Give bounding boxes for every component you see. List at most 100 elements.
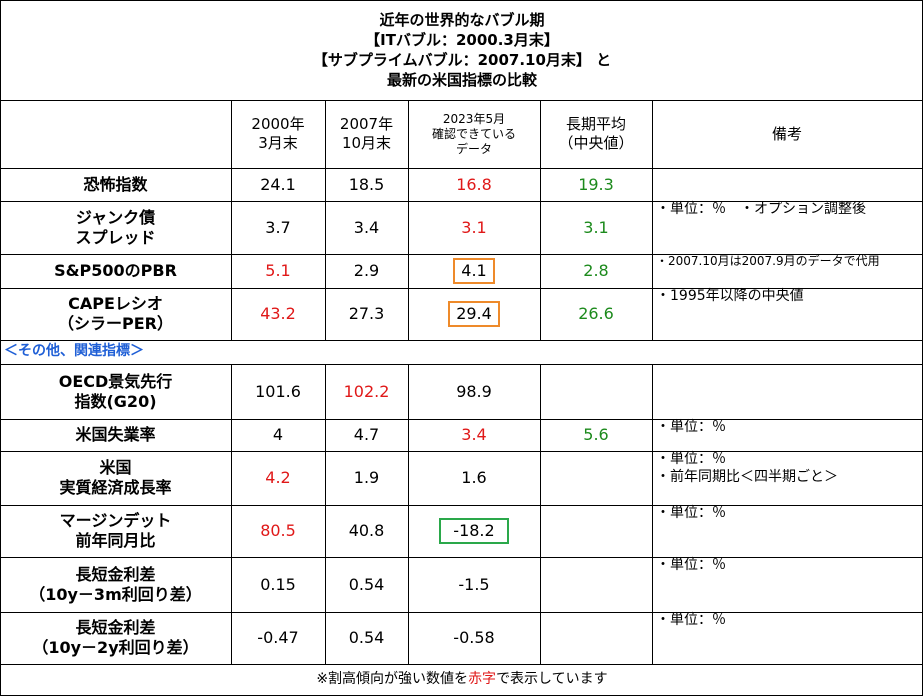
- value-v2023: 16.8: [456, 174, 492, 194]
- header-2007-line-1: 2007年: [339, 115, 394, 134]
- grid-vline: [652, 100, 653, 340]
- note-line: ・単位：％: [656, 612, 726, 628]
- cell-v2023: -18.2: [408, 505, 540, 557]
- cell-v2007: 2.9: [325, 254, 408, 288]
- table-title: 近年の世界的なバブル期 【ITバブル：2000.3月末】 【サブプライムバブル：…: [0, 0, 924, 100]
- cell-v2023: 98.9: [408, 364, 540, 419]
- row-label-line: 指数(G20): [74, 391, 157, 411]
- footer-highlight: 赤字: [468, 671, 497, 688]
- row-label-line: 前年同月比: [75, 531, 156, 550]
- title-line-1: 近年の世界的なバブル期: [379, 11, 545, 29]
- row-label-line: 米国失業率: [75, 425, 156, 444]
- cell-notes: ・単位：％: [652, 612, 922, 664]
- grid-hline: [0, 288, 923, 289]
- cell-notes: ・単位：％: [652, 557, 922, 612]
- cell-notes: ・単位：％ ・前年同期比＜四半期ごと＞: [652, 451, 922, 505]
- cell-v2023: -1.5: [408, 557, 540, 612]
- row-label-line: CAPEレシオ: [68, 294, 163, 313]
- row-label: CAPEレシオ （シラーPER）: [0, 288, 231, 340]
- cell-v2023: 16.8: [408, 168, 540, 201]
- grid-hline: [0, 100, 923, 101]
- cell-v2000: 24.1: [231, 168, 325, 201]
- value-v2000: 4: [272, 425, 284, 444]
- cell-avg: [540, 557, 652, 612]
- header-2023-line-1: 2023年5月: [442, 111, 506, 126]
- row-label-line: （シラーPER）: [58, 314, 173, 333]
- header-average-line-2: （中央値）: [558, 134, 634, 152]
- grid-vline: [231, 364, 232, 664]
- cell-notes: ・単位：％: [652, 419, 922, 451]
- header-2023-line-3: データ: [455, 141, 492, 156]
- cell-v2023: 3.1: [408, 201, 540, 254]
- grid-hline: [0, 201, 923, 202]
- value-v2007: 27.3: [348, 304, 385, 323]
- cell-v2000: -0.47: [231, 612, 325, 664]
- cell-v2023: -0.58: [408, 612, 540, 664]
- value-avg: 19.3: [578, 174, 614, 194]
- grid-hline: [0, 364, 923, 365]
- cell-v2000: 3.7: [231, 201, 325, 254]
- value-v2007: 4.7: [353, 425, 380, 444]
- cell-v2000: 4: [231, 419, 325, 451]
- grid-hline: [0, 419, 923, 420]
- row-label: OECD景気先行 指数(G20): [0, 364, 231, 419]
- row-label-line: 米国: [99, 458, 132, 477]
- cell-notes: ・2007.10月は2007.9月のデータで代用: [652, 254, 922, 288]
- value-v2023: 4.1: [453, 258, 495, 284]
- value-v2000: 5.1: [265, 261, 291, 280]
- cell-notes: ・単位：％: [652, 505, 922, 557]
- grid-hline: [0, 664, 923, 665]
- cell-avg: 3.1: [540, 201, 652, 254]
- value-v2023: 29.4: [448, 301, 500, 327]
- grid-vline: [408, 364, 409, 664]
- cell-avg: [540, 505, 652, 557]
- grid-border-right: [922, 0, 923, 696]
- grid-vline: [540, 364, 541, 664]
- header-2000: 2000年 3月末: [231, 100, 325, 168]
- header-2023: 2023年5月 確認できている データ: [408, 100, 540, 168]
- grid-border-left: [0, 0, 1, 696]
- grid-vline: [652, 364, 653, 664]
- row-label: 長短金利差 （10y－2y利回り差）: [0, 612, 231, 664]
- note-line: ・単位：％: [656, 451, 726, 467]
- cell-avg: 26.6: [540, 288, 652, 340]
- value-v2023: 3.4: [461, 425, 487, 444]
- note-line: ・前年同期比＜四半期ごと＞: [656, 468, 838, 485]
- grid-hline: [0, 451, 923, 452]
- value-v2023: -0.58: [453, 628, 495, 647]
- value-avg: 2.8: [583, 261, 609, 280]
- cell-v2000: 5.1: [231, 254, 325, 288]
- value-v2007: 2.9: [353, 261, 380, 280]
- row-label-line: スプレッド: [75, 227, 156, 247]
- cell-avg: [540, 612, 652, 664]
- row-label: 米国 実質経済成長率: [0, 451, 231, 505]
- value-avg: 26.6: [578, 304, 614, 323]
- cell-notes: [652, 364, 922, 419]
- value-v2023: -18.2: [439, 518, 509, 544]
- value-v2007: 0.54: [348, 574, 385, 594]
- value-v2000: 43.2: [260, 304, 296, 323]
- row-label: S&P500のPBR: [0, 254, 231, 288]
- grid-vline: [325, 364, 326, 664]
- row-label-line: OECD景気先行: [58, 371, 173, 391]
- value-v2007: 40.8: [348, 521, 385, 540]
- row-label: 長短金利差 （10y－3m利回り差）: [0, 557, 231, 612]
- row-label-line: 実質経済成長率: [59, 478, 172, 497]
- cell-v2023: 4.1: [408, 254, 540, 288]
- cell-v2007: 40.8: [325, 505, 408, 557]
- value-v2023: 3.1: [461, 217, 487, 237]
- header-2007-line-2: 10月末: [341, 134, 392, 152]
- cell-avg: [540, 451, 652, 505]
- cell-v2007: 0.54: [325, 557, 408, 612]
- title-line-3: 【サブプライムバブル：2007.10月末】 と: [312, 51, 612, 69]
- row-label-line: 恐怖指数: [83, 174, 148, 194]
- header-2023-line-2: 確認できている: [431, 126, 516, 141]
- row-label-line: （10y－2y利回り差）: [32, 638, 199, 657]
- note-line: ・単位：％: [656, 419, 726, 435]
- cell-v2000: 80.5: [231, 505, 325, 557]
- header-2000-line-2: 3月末: [258, 134, 298, 152]
- cell-avg: 19.3: [540, 168, 652, 201]
- footer-note: ※割高傾向が強い数値を 赤字 で表示しています: [0, 664, 924, 696]
- header-average-line-1: 長期平均: [565, 115, 626, 134]
- grid-hline: [0, 254, 923, 255]
